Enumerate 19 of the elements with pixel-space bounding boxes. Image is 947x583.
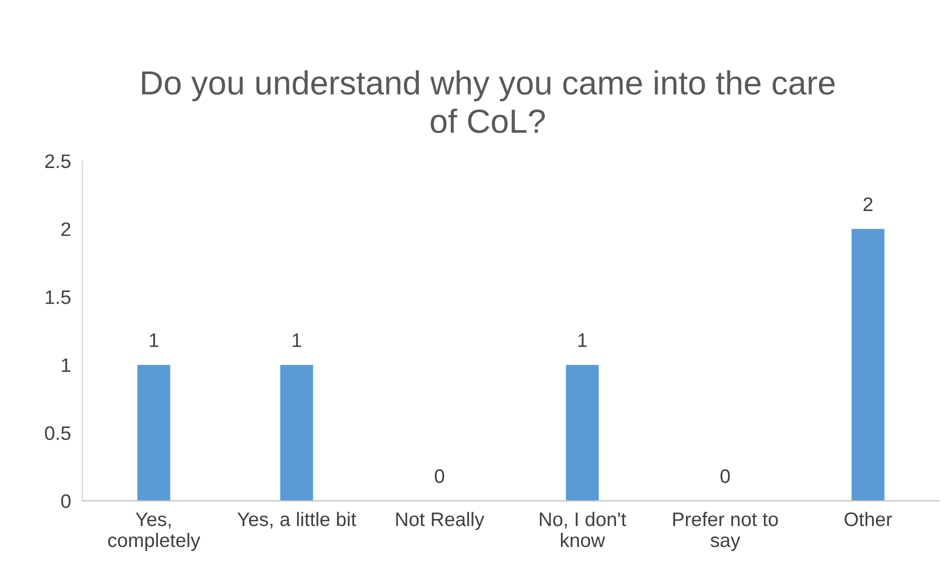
chart-title: Do you understand why you came into the care of CoL? — [142, 70, 835, 134]
x-tick-label: Not Really — [396, 512, 484, 530]
y-tick-label: 2.5 — [45, 154, 70, 168]
y-tick-label: 1 — [62, 358, 70, 372]
x-tick-label: Other — [844, 512, 892, 526]
y-tick-label: 2 — [61, 222, 70, 236]
y-tick-label: 0 — [61, 494, 71, 508]
data-label: 2 — [864, 197, 872, 211]
data-label: 0 — [434, 469, 444, 484]
data-label: 1 — [578, 334, 587, 347]
x-tick-label: No, I don't know — [540, 512, 626, 548]
data-label: 0 — [720, 469, 730, 484]
x-tick-label: Yes, completely — [108, 512, 200, 551]
y-tick-label: 1.5 — [46, 290, 70, 304]
y-tick-label: 0.5 — [45, 426, 70, 440]
data-label: 1 — [292, 334, 302, 347]
data-label: 1 — [150, 334, 158, 347]
x-tick-label: Prefer not to say — [673, 512, 778, 551]
x-tick-label: Yes, a little bit — [237, 512, 356, 528]
